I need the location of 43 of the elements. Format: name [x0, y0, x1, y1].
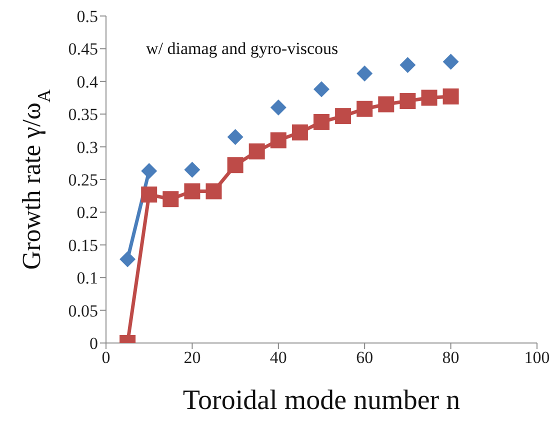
point: [270, 100, 286, 116]
y-tick-label: 0.15: [68, 236, 98, 255]
point: [442, 54, 459, 70]
point: [356, 100, 373, 117]
point: [356, 66, 373, 82]
point: [206, 183, 222, 200]
y-tick-label: 0.45: [68, 40, 98, 59]
point: [162, 191, 179, 208]
y-tick-label: 0: [90, 334, 98, 354]
y-tick-label: 0.1: [76, 268, 98, 288]
point: [270, 132, 286, 148]
point: [141, 186, 158, 203]
x-tick-label: 60: [356, 348, 374, 368]
point: [141, 163, 158, 179]
point: [120, 251, 136, 268]
y-tick-label: 0.25: [68, 170, 98, 190]
annotation: w/ diamag and gyro-viscous: [146, 39, 338, 58]
y-tick-label: 0.5: [76, 7, 98, 26]
y-tick-label: 0.4: [76, 72, 98, 92]
x-tick-label: 80: [442, 348, 460, 368]
x-axis-title: Toroidal mode number n: [182, 385, 460, 416]
y-tick-label: 0.35: [68, 105, 98, 124]
point: [335, 108, 352, 124]
point: [227, 157, 244, 174]
point: [442, 88, 459, 104]
point: [227, 128, 244, 145]
point: [378, 96, 394, 112]
point: [421, 90, 438, 106]
point: [400, 57, 416, 74]
y-tick-label: 0.05: [68, 301, 98, 320]
point: [184, 183, 200, 200]
x-tick-label: 20: [184, 348, 201, 368]
point: [400, 93, 416, 110]
point: [314, 114, 330, 130]
point: [314, 81, 330, 98]
y-tick-label: 0.2: [76, 203, 98, 222]
x-tick-label: 100: [524, 348, 550, 368]
x-tick-label: 0: [102, 348, 110, 368]
point: [248, 143, 265, 160]
y-tick-label: 0.3: [76, 138, 98, 157]
point: [292, 124, 308, 140]
x-tick-label: 40: [270, 348, 287, 368]
point: [184, 162, 200, 178]
